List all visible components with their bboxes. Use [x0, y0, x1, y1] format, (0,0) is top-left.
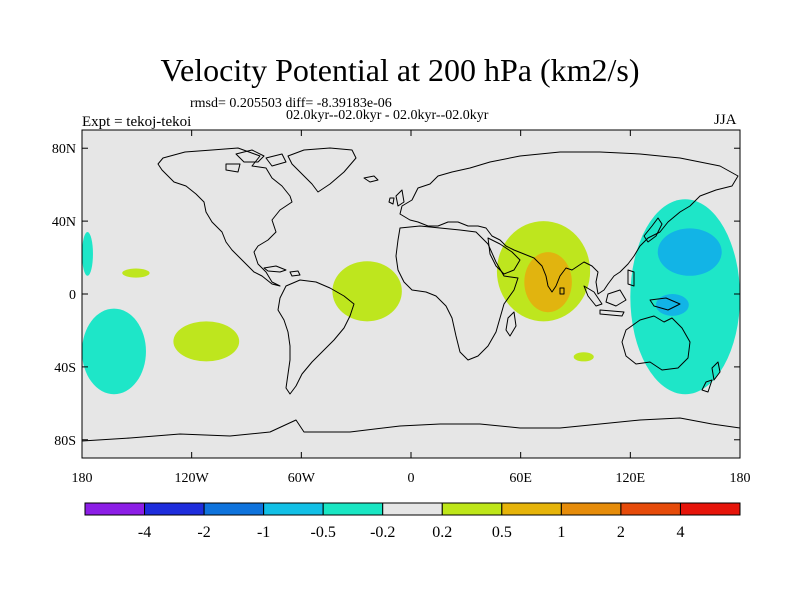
coastline-sumatra: [583, 285, 603, 307]
stats-subtitle: rmsd= 0.205503 diff= -8.39183e-06: [190, 96, 392, 111]
colorbar-label: -0.2: [370, 524, 395, 541]
lat-tick-label: 0: [69, 288, 76, 303]
indian-core-region: [524, 252, 572, 313]
lon-tick-label: 180: [72, 471, 93, 486]
south-indian-positive-region: [573, 352, 594, 362]
wpac-core-region: [657, 228, 722, 276]
south-pacific-positive-region: [173, 321, 240, 362]
colorbar-label: -1: [257, 524, 270, 541]
date-line-sliver-region: [82, 232, 93, 276]
colorbar-label: 1: [557, 524, 565, 541]
colorbar-label: -2: [197, 524, 210, 541]
coastline-new-guinea: [649, 297, 681, 311]
coastline-south-america: [277, 279, 355, 395]
coastline-japan: [643, 217, 663, 243]
lon-tick-label: 120E: [616, 471, 646, 486]
coastline-madagascar: [505, 311, 517, 337]
north-pacific-positive-region: [122, 268, 150, 278]
lon-tick-label: 60W: [288, 471, 316, 486]
coastline-new-zealand: [701, 361, 721, 393]
atlantic-region: [332, 261, 402, 322]
colorbar-swatch: [382, 502, 443, 516]
lat-tick-label: 80N: [52, 142, 76, 157]
colorbar-swatch: [679, 502, 741, 516]
contour-regions: [82, 199, 740, 395]
lon-tick-label: 120W: [175, 471, 210, 486]
coastline-greenland: [287, 147, 357, 193]
coastline-caribbean: [263, 265, 301, 277]
coastline-borneo: [605, 289, 627, 307]
colorbar-swatch: [620, 502, 681, 516]
colorbar-swatch: [203, 502, 265, 516]
coastline-australia: [621, 315, 691, 371]
coastline-sri-lanka: [559, 287, 565, 295]
coastline-arabian-peninsula: [487, 237, 521, 275]
lon-tick-label: 180: [730, 471, 751, 486]
colorbar-swatch: [441, 502, 503, 516]
period-subtitle: 02.0kyr--02.0kyr - 02.0kyr--02.0kyr: [286, 108, 489, 123]
season-label: JJA: [714, 112, 737, 128]
colorbar-swatch: [84, 502, 146, 516]
coastline-iceland: [363, 175, 379, 183]
lon-tick-label: 0: [408, 471, 415, 486]
map-background: [82, 130, 740, 458]
coastline-eurasia: [399, 151, 739, 295]
colorbar-label: 0.5: [492, 524, 512, 541]
map-axes: 180 120W 60W 0 60E 120E 180 80N 40N 0 40S 80S: [52, 130, 751, 486]
coastline-arctic-islands: [225, 149, 287, 173]
colorbar-swatch: [560, 502, 622, 516]
colorbar-label: 4: [676, 524, 684, 541]
coastlines: [82, 147, 740, 442]
colorbar-swatch: [501, 502, 562, 516]
colorbar-label: 0.2: [432, 524, 452, 541]
colorbar-swatch: [263, 502, 324, 516]
coastline-north-america: [157, 147, 293, 287]
coastline-africa: [395, 225, 519, 361]
lat-tick-label: 80S: [54, 434, 76, 449]
lat-tick-label: 40N: [52, 215, 76, 230]
colorbar-label: -4: [138, 524, 151, 541]
coastline-java: [599, 309, 625, 317]
colorbar-label: -0.5: [311, 524, 336, 541]
colorbar-label: 2: [617, 524, 625, 541]
lon-tick-label: 60E: [509, 471, 532, 486]
south-pacific-region: [82, 308, 146, 395]
coastline-antarctica: [82, 417, 740, 442]
coastline-philippines: [627, 269, 635, 287]
nw-pacific-region: [630, 199, 740, 395]
plot-title: Velocity Potential at 200 hPa (km2/s): [160, 52, 640, 88]
colorbar-swatch: [322, 502, 384, 516]
colorbar-swatch: [144, 502, 205, 516]
indonesia-core-region: [655, 294, 689, 316]
colorbar: -4 -2 -1 -0.5 -0.2 0.2 0.5 1 2 4: [84, 502, 741, 541]
experiment-label: Expt = tekoj-tekoi: [82, 114, 192, 130]
coastline-british-isles: [388, 189, 405, 207]
lat-tick-label: 40S: [54, 361, 76, 376]
